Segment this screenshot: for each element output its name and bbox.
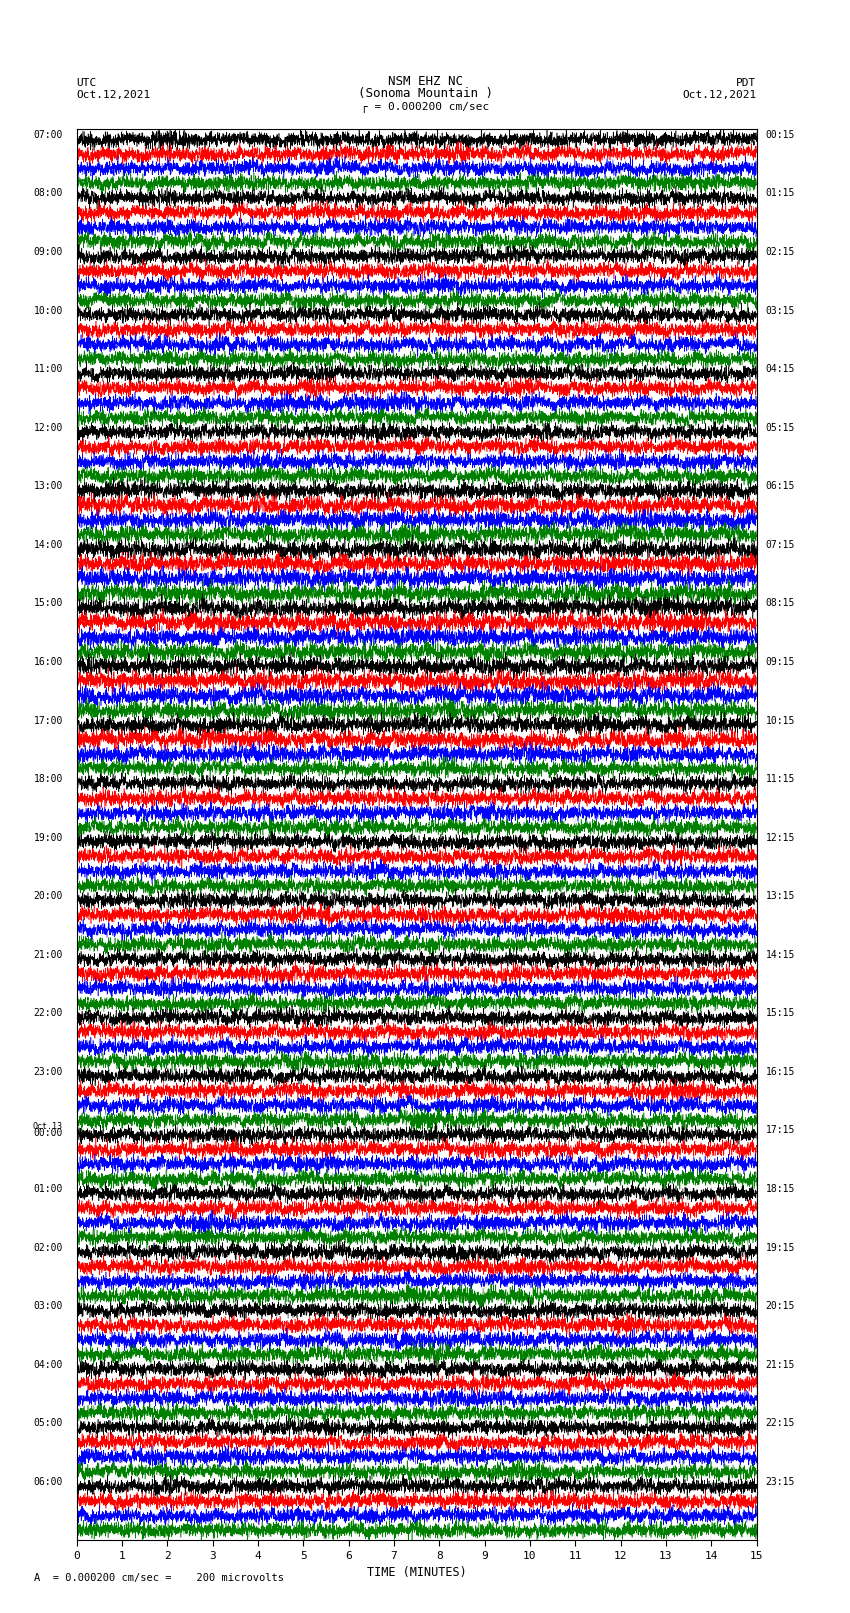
Text: Oct.12,2021: Oct.12,2021 (683, 90, 756, 100)
Text: 02:00: 02:00 (33, 1242, 63, 1253)
Text: 04:00: 04:00 (33, 1360, 63, 1369)
Text: 13:15: 13:15 (766, 892, 795, 902)
Text: 17:00: 17:00 (33, 716, 63, 726)
Text: 00:00: 00:00 (33, 1129, 63, 1139)
Text: 05:15: 05:15 (766, 423, 795, 432)
Text: 01:00: 01:00 (33, 1184, 63, 1194)
Text: Oct.13: Oct.13 (33, 1121, 63, 1131)
Text: 08:00: 08:00 (33, 189, 63, 198)
Text: 06:15: 06:15 (766, 481, 795, 492)
Text: 14:00: 14:00 (33, 540, 63, 550)
Text: NSM EHZ NC: NSM EHZ NC (388, 74, 462, 87)
Text: 16:15: 16:15 (766, 1066, 795, 1077)
Text: 10:00: 10:00 (33, 305, 63, 316)
Text: PDT: PDT (736, 77, 756, 87)
Text: 21:15: 21:15 (766, 1360, 795, 1369)
Text: 01:15: 01:15 (766, 189, 795, 198)
Text: 07:00: 07:00 (33, 131, 63, 140)
Text: UTC: UTC (76, 77, 97, 87)
Text: 20:00: 20:00 (33, 892, 63, 902)
Text: 08:15: 08:15 (766, 598, 795, 608)
Text: 22:15: 22:15 (766, 1418, 795, 1428)
Text: 20:15: 20:15 (766, 1302, 795, 1311)
Text: 12:15: 12:15 (766, 832, 795, 842)
Text: 09:00: 09:00 (33, 247, 63, 256)
Text: 23:00: 23:00 (33, 1066, 63, 1077)
Text: 23:15: 23:15 (766, 1478, 795, 1487)
Text: 17:15: 17:15 (766, 1126, 795, 1136)
Text: 19:15: 19:15 (766, 1242, 795, 1253)
Text: 05:00: 05:00 (33, 1418, 63, 1428)
X-axis label: TIME (MINUTES): TIME (MINUTES) (366, 1566, 467, 1579)
Text: 03:00: 03:00 (33, 1302, 63, 1311)
Text: A  = 0.000200 cm/sec =    200 microvolts: A = 0.000200 cm/sec = 200 microvolts (34, 1573, 284, 1582)
Text: 11:00: 11:00 (33, 365, 63, 374)
Text: 03:15: 03:15 (766, 305, 795, 316)
Text: 19:00: 19:00 (33, 832, 63, 842)
Text: 18:00: 18:00 (33, 774, 63, 784)
Text: 09:15: 09:15 (766, 656, 795, 666)
Text: 06:00: 06:00 (33, 1478, 63, 1487)
Text: 04:15: 04:15 (766, 365, 795, 374)
Text: ┌ = 0.000200 cm/sec: ┌ = 0.000200 cm/sec (361, 102, 489, 113)
Text: 11:15: 11:15 (766, 774, 795, 784)
Text: (Sonoma Mountain ): (Sonoma Mountain ) (358, 87, 492, 100)
Text: 12:00: 12:00 (33, 423, 63, 432)
Text: 16:00: 16:00 (33, 656, 63, 666)
Text: 15:00: 15:00 (33, 598, 63, 608)
Text: 22:00: 22:00 (33, 1008, 63, 1018)
Text: 15:15: 15:15 (766, 1008, 795, 1018)
Text: 13:00: 13:00 (33, 481, 63, 492)
Text: 14:15: 14:15 (766, 950, 795, 960)
Text: 18:15: 18:15 (766, 1184, 795, 1194)
Text: 21:00: 21:00 (33, 950, 63, 960)
Text: 02:15: 02:15 (766, 247, 795, 256)
Text: 10:15: 10:15 (766, 716, 795, 726)
Text: 00:15: 00:15 (766, 131, 795, 140)
Text: 07:15: 07:15 (766, 540, 795, 550)
Text: Oct.12,2021: Oct.12,2021 (76, 90, 150, 100)
